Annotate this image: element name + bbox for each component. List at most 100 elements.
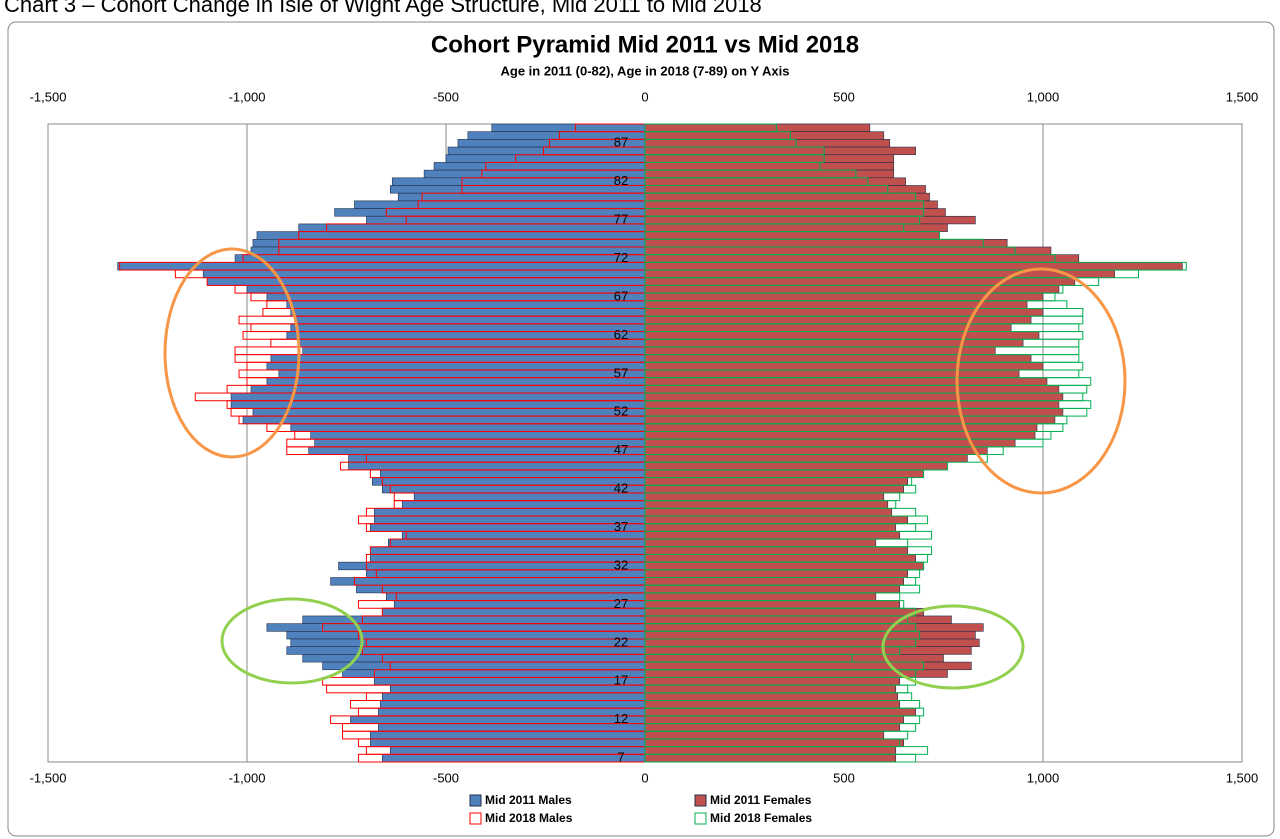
bar [348,454,646,463]
y-tick-label: 27 [614,596,628,611]
legend-label: Mid 2018 Females [710,811,812,825]
bar [644,377,1048,386]
bar [644,423,1038,432]
bar [644,623,984,632]
y-tick-label: 37 [614,519,628,534]
bar [644,477,908,486]
bar [644,607,924,617]
bar [644,269,1115,279]
bar [266,377,646,386]
bar [644,746,897,755]
bar [644,415,1056,425]
x-tick-label: -1,000 [229,770,266,785]
bar [644,223,948,232]
bar [644,454,968,463]
bar [644,654,944,663]
chart-frame [7,21,1275,837]
bar [644,446,988,455]
bar [644,492,885,501]
bar [372,477,646,486]
annotation-ellipse [220,597,364,685]
bar [644,723,901,732]
bar [644,408,1064,417]
bar [230,400,646,409]
bar [252,408,646,417]
x-tick-label: 500 [833,89,855,104]
bar [644,262,1183,271]
x-tick-label: 0 [641,89,648,104]
bar [644,561,924,571]
bar [266,623,646,632]
bar [389,185,646,194]
bar [644,323,1012,332]
bar [644,338,1024,348]
legend-label: Mid 2011 Females [710,793,812,807]
bar [644,461,948,471]
bar [644,392,1064,402]
y-tick-label: 52 [614,404,628,419]
y-tick-label: 77 [614,212,628,227]
bar [644,592,877,601]
bar [644,123,871,132]
bar [334,208,646,217]
legend-swatch [694,794,707,807]
bar [401,531,646,540]
bar [644,515,908,525]
bar [298,338,646,348]
bar [374,508,646,517]
bar [286,300,646,309]
bar [644,192,930,202]
bar [644,577,905,586]
bar [389,684,646,694]
bar [644,231,940,240]
bar [256,231,646,240]
bar [385,592,646,601]
bar [644,700,901,709]
bar [278,369,646,378]
bar [308,446,646,455]
bar [644,200,938,209]
annotation-ellipse [955,267,1127,495]
bar [644,154,895,163]
bar [206,277,646,286]
bar [644,638,980,647]
bar [644,692,899,701]
legend-swatch [694,812,707,825]
bar [644,361,1044,371]
bar [644,730,885,740]
bar [348,461,646,471]
y-tick-label: 17 [614,673,628,688]
bar [266,292,646,302]
bar [644,646,972,655]
bar [644,554,916,563]
bar [644,661,972,671]
bar [338,561,646,571]
bar [342,669,646,678]
bar [356,584,646,594]
bar [644,684,897,694]
bar [401,500,646,509]
bar [644,369,1020,378]
legend-swatch [469,794,482,807]
bar [644,584,901,594]
bar [382,754,646,763]
bar [644,469,924,478]
x-tick-label: -500 [433,89,459,104]
x-tick-label: 500 [833,770,855,785]
bar [644,239,1008,248]
bar [250,246,646,255]
bar [382,692,646,701]
bar [310,431,646,440]
y-tick-label: 47 [614,442,628,457]
bar [644,431,1036,440]
x-tick-label: -1,000 [229,89,266,104]
bar [378,723,646,732]
x-tick-label: 1,000 [1027,770,1060,785]
bar [370,546,646,555]
bar [370,554,646,563]
annotation-ellipse [881,604,1025,690]
bar [286,646,646,655]
bar [270,354,646,363]
